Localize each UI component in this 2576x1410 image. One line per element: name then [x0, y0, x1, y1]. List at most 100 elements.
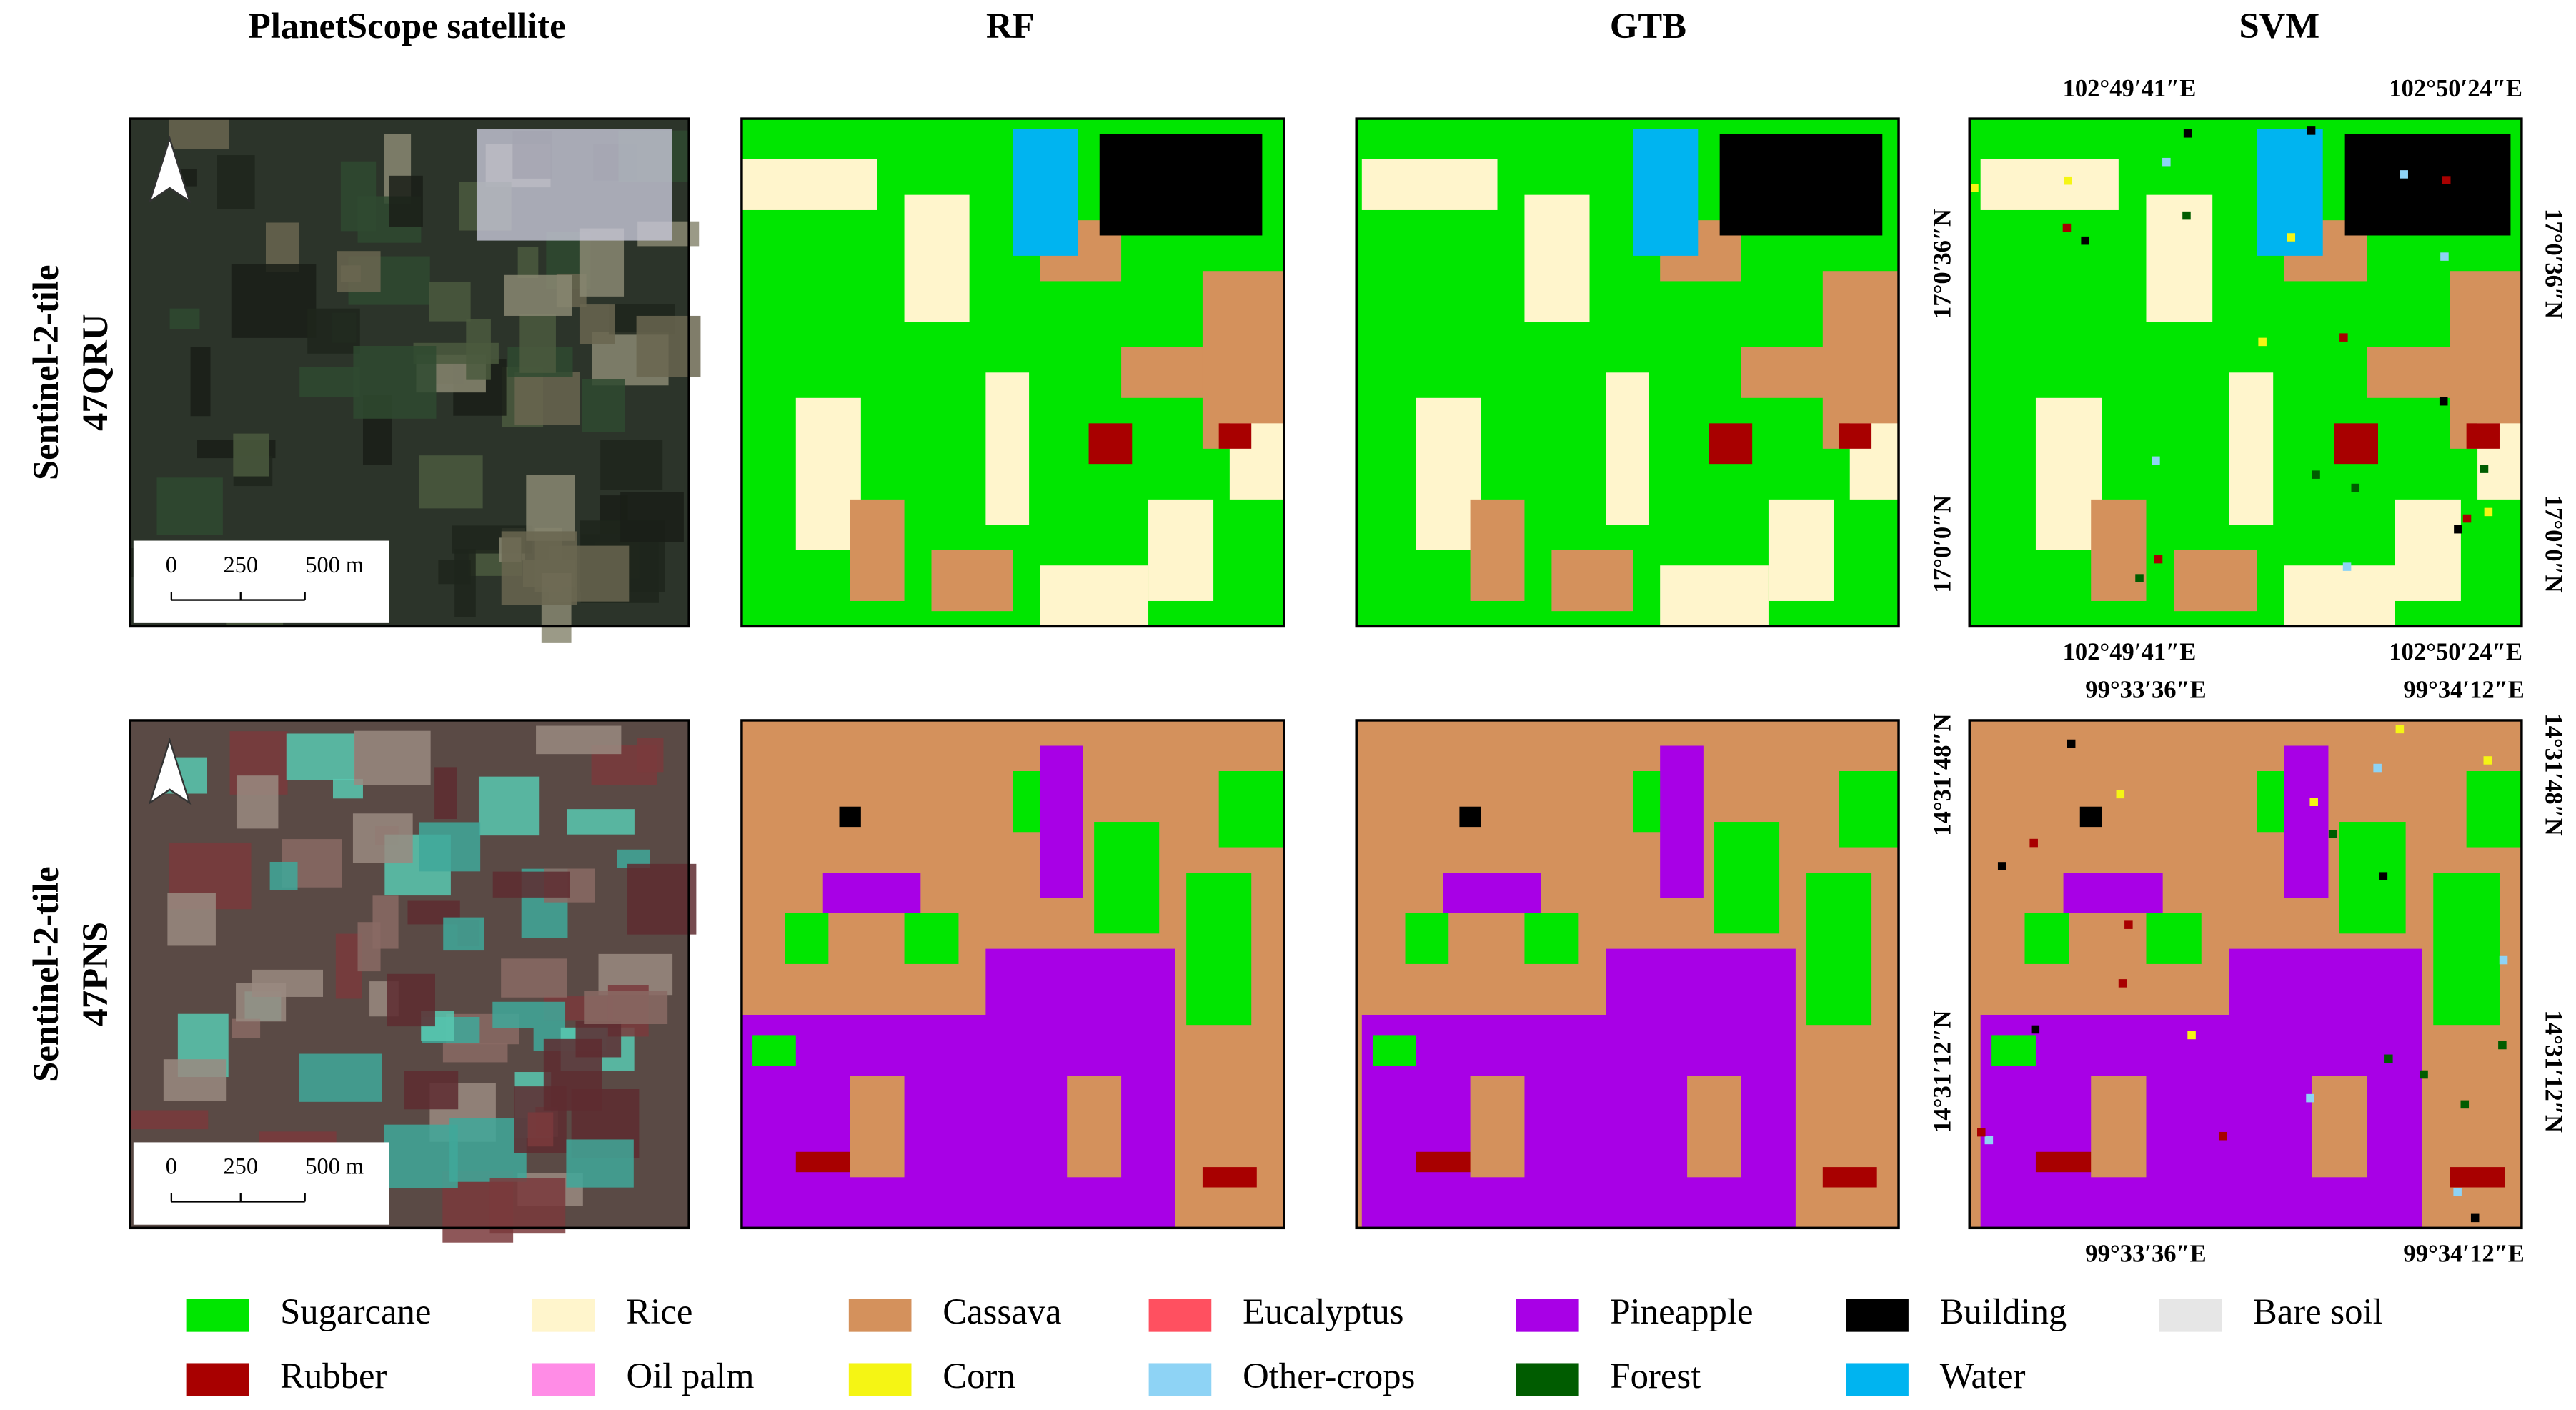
map-panel	[1355, 117, 1900, 628]
legend-label: Oil palm	[626, 1356, 754, 1396]
field	[156, 477, 223, 536]
noise	[2162, 157, 2171, 167]
field	[167, 893, 216, 946]
north-arrow	[148, 135, 192, 204]
noise	[2462, 514, 2472, 523]
legend-label: Other-crops	[1243, 1356, 1415, 1396]
noise	[2062, 223, 2072, 232]
class-patch	[1088, 423, 1133, 465]
noise	[2470, 1213, 2480, 1223]
noise	[2124, 920, 2133, 929]
class-patch	[850, 1076, 905, 1178]
field	[543, 1038, 602, 1111]
panel-border	[129, 117, 690, 628]
class-patch	[1806, 873, 1872, 1026]
noise	[2373, 763, 2382, 773]
panel-border	[740, 117, 1285, 628]
row-label: Sentinel-2-tile	[26, 265, 66, 481]
class-patch	[1709, 423, 1753, 465]
scale-label: 500 m	[305, 1153, 364, 1179]
noise	[2258, 337, 2267, 347]
noise	[2118, 979, 2127, 988]
class-patch	[2344, 134, 2511, 236]
class-patch	[1470, 1076, 1525, 1178]
class-patch	[2146, 913, 2202, 964]
noise	[1970, 184, 1979, 192]
class-patch	[1822, 271, 1899, 449]
class-patch	[1372, 1035, 1416, 1066]
noise	[2182, 211, 2191, 220]
column-header: PlanetScope satellite	[249, 6, 566, 46]
coord-label: 17°0′0″N	[1929, 495, 1956, 593]
legend-label: Sugarcane	[280, 1291, 431, 1331]
noise	[2183, 129, 2192, 138]
column-header: SVM	[2239, 6, 2319, 46]
coord-label: 17°0′36″N	[1929, 209, 1956, 319]
field	[492, 1001, 566, 1028]
noise	[2499, 955, 2508, 965]
panel-border	[1968, 719, 2523, 1230]
panel-border	[1355, 117, 1900, 628]
noise	[2440, 252, 2449, 261]
legend-swatch	[1148, 1363, 1212, 1396]
panel-border	[1355, 719, 1900, 1230]
class-patch	[2174, 550, 2257, 612]
legend-swatch	[1846, 1299, 1909, 1332]
class-patch	[1714, 822, 1780, 934]
class-patch	[1218, 770, 1284, 848]
legend-label: Rice	[626, 1291, 692, 1331]
noise	[2029, 838, 2038, 848]
field	[501, 531, 577, 605]
class-patch	[1443, 873, 1541, 913]
field	[526, 475, 575, 541]
class-patch	[2312, 1076, 2367, 1178]
class-patch	[2339, 822, 2406, 934]
noise	[2067, 739, 2076, 748]
class-patch	[1094, 822, 1160, 934]
field	[232, 1018, 261, 1038]
coord-label: 102°49′41″E	[2063, 75, 2197, 102]
legend-swatch	[186, 1299, 249, 1332]
field	[217, 155, 255, 209]
field	[387, 973, 435, 1027]
map-panel: 0 250 500 m	[129, 719, 697, 1243]
noise	[2484, 507, 2493, 517]
class-patch	[785, 913, 829, 964]
legend-label: Bare soil	[2253, 1291, 2383, 1331]
noise	[2154, 555, 2163, 564]
class-patch	[839, 806, 861, 828]
field	[600, 440, 663, 490]
coord-label: 14°31′48″N	[1929, 713, 1956, 835]
field	[443, 917, 484, 951]
class-patch	[1768, 499, 1834, 601]
column-header: RF	[986, 6, 1035, 46]
class-patch	[752, 1035, 796, 1066]
field	[419, 822, 481, 872]
map-panel: 0 250 500 m	[129, 117, 701, 643]
map-panel	[1968, 719, 2523, 1230]
map-panel	[740, 719, 1285, 1230]
map-panel	[1968, 117, 2523, 628]
field	[236, 775, 279, 829]
field	[566, 1139, 634, 1188]
legend-label: Forest	[1610, 1356, 1701, 1396]
panel-border	[740, 719, 1285, 1230]
class-patch	[1660, 745, 1704, 898]
class-patch	[1148, 499, 1214, 601]
class-patch	[985, 372, 1030, 525]
field	[353, 346, 437, 419]
noise	[2453, 1187, 2462, 1196]
field	[169, 308, 200, 329]
noise	[2309, 798, 2318, 807]
row-label: 47QRU	[75, 314, 115, 431]
legend-label: Building	[1940, 1291, 2067, 1331]
class-patch	[850, 499, 905, 601]
class-patch	[2395, 499, 2461, 601]
coord-label: 17°0′36″N	[2540, 209, 2567, 319]
class-patch	[1606, 372, 1649, 525]
coord-label: 14°31′12″N	[2540, 1011, 2567, 1133]
column-header: GTB	[1610, 6, 1686, 46]
field	[357, 922, 381, 972]
